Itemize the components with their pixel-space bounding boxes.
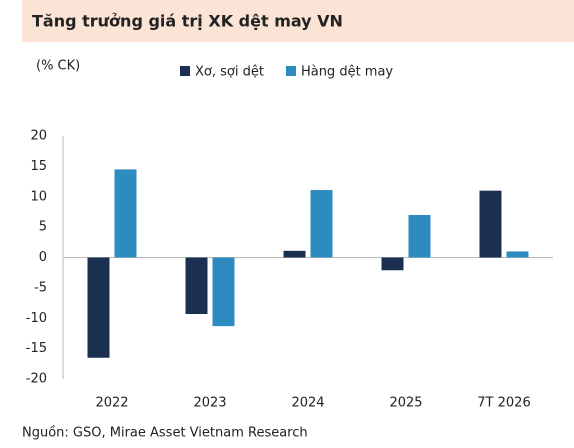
y-tick-label: -10 — [26, 311, 47, 326]
bar — [212, 257, 235, 327]
y-tick-label: -5 — [34, 280, 47, 295]
x-tick-label: 2024 — [291, 396, 324, 411]
bar — [283, 250, 306, 258]
y-tick-label: 0 — [39, 250, 47, 265]
x-tick-label: 2025 — [389, 396, 422, 411]
legend-swatch — [180, 66, 190, 76]
legend-swatch — [285, 66, 296, 76]
legend-label: Xơ, sợi dệt — [195, 65, 264, 80]
bar — [479, 190, 502, 258]
bar — [310, 190, 333, 258]
legend-label: Hàng dệt may — [301, 65, 393, 80]
y-tick-label: 15 — [30, 159, 47, 174]
x-tick-label: 7T 2026 — [477, 396, 530, 411]
bar — [506, 251, 529, 258]
bar — [185, 257, 208, 314]
source-note: Nguồn: GSO, Mirae Asset Vietnam Research — [22, 426, 308, 441]
bar — [114, 169, 137, 258]
y-tick-label: 5 — [39, 220, 47, 235]
x-tick-label: 2023 — [193, 396, 226, 411]
bar — [87, 257, 110, 358]
y-axis-label: (% CK) — [36, 59, 80, 74]
bar — [381, 257, 404, 271]
bar — [408, 214, 431, 258]
x-tick-label: 2022 — [95, 396, 128, 411]
y-tick-label: -15 — [26, 341, 47, 356]
title-band — [22, 0, 574, 42]
y-tick-label: 20 — [30, 129, 47, 144]
y-tick-label: 10 — [30, 189, 47, 204]
y-tick-label: -20 — [26, 372, 47, 387]
chart-title: Tăng trưởng giá trị XK dệt may VN — [32, 12, 343, 31]
